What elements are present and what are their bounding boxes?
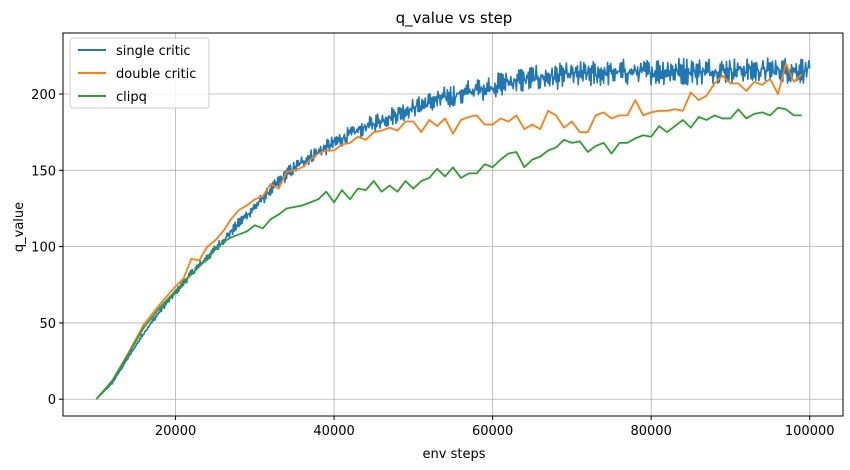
y-tick-label: 150 [31,164,56,179]
x-axis: 20000 40000 60000 80000 100000 [155,416,835,439]
y-axis-label: q_value [12,202,27,252]
series-line-double-critic [95,62,803,400]
x-axis-label: env steps [423,447,486,462]
legend: single critic double critic clipq [69,37,210,109]
series-line-clipq [95,106,802,400]
x-tick-label: 80000 [630,424,671,439]
plot-frame [62,32,844,417]
legend-label-single-critic: single critic [116,44,191,59]
y-axis: 0 50 100 150 200 [31,88,63,408]
y-tick-label: 100 [31,241,56,256]
plot-area [95,57,811,400]
x-tick-label: 20000 [155,424,196,439]
x-tick-label: 100000 [785,424,835,439]
legend-box [69,37,210,109]
y-tick-label: 50 [39,317,56,332]
legend-label-clipq: clipq [116,90,147,105]
y-tick-label: 0 [48,393,56,408]
legend-label-double-critic: double critic [116,67,196,82]
x-tick-label: 40000 [313,424,354,439]
y-tick-label: 200 [31,88,56,103]
chart-title: q_value vs step [396,9,513,28]
x-tick-label: 60000 [472,424,513,439]
